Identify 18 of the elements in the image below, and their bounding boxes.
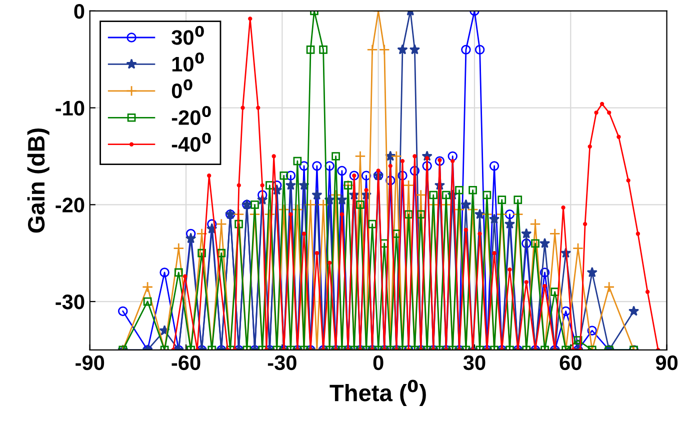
x-tick-label: 90 — [656, 355, 678, 370]
y-tick-label: 0 — [74, 4, 84, 19]
x-tick-label: 0 — [373, 355, 384, 370]
x-tick-label: -90 — [76, 355, 104, 370]
y-tick-label: -10 — [56, 100, 84, 116]
legend-label: 10$^{0}$ — [172, 52, 204, 72]
x-tick-label: -60 — [172, 355, 200, 370]
x-tick-label: 30 — [463, 355, 486, 370]
x-tick-label: 60 — [560, 355, 582, 370]
y-tick-label: -30 — [56, 294, 84, 310]
legend-label: 30$^{0}$ — [172, 26, 204, 45]
y-axis-title: Gain (dB) — [27, 128, 50, 233]
y-tick-label: -20 — [56, 198, 84, 212]
legend-label: 0$^{0}$ — [172, 79, 192, 98]
x-tick-label: -30 — [268, 355, 296, 370]
x-axis-title: Theta ($^{0}$) — [330, 380, 426, 406]
legend-label: -40$^{0}$ — [172, 132, 211, 152]
legend-label: -20$^{0}$ — [172, 106, 211, 125]
